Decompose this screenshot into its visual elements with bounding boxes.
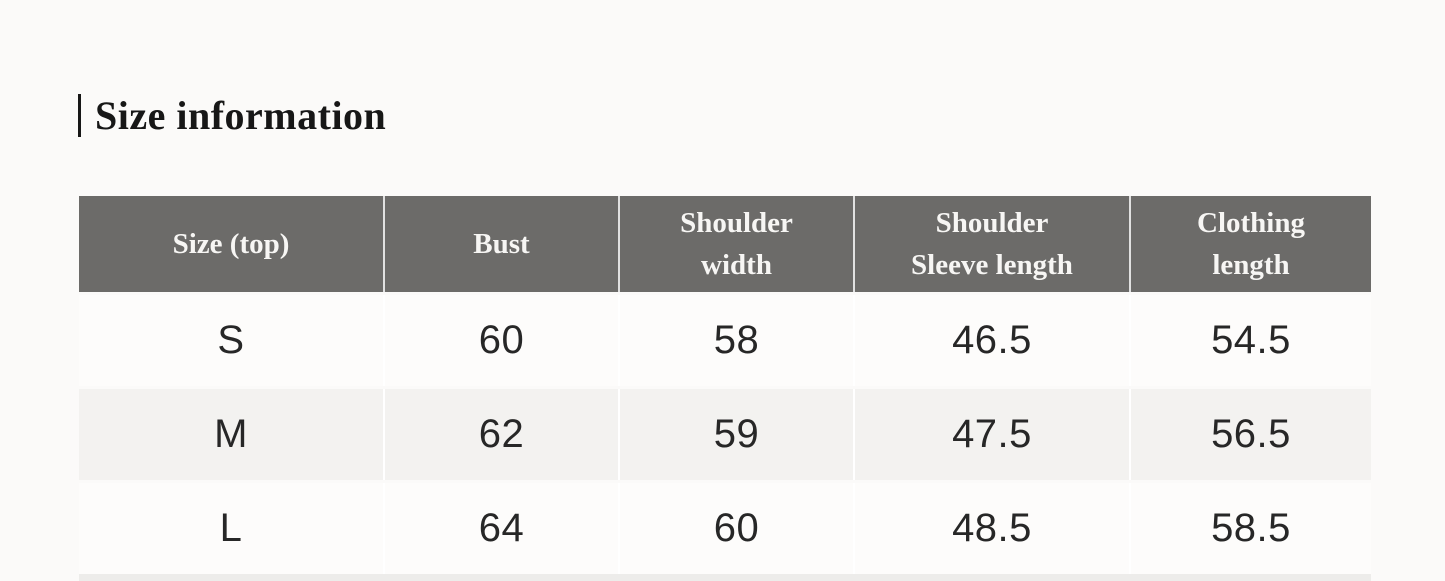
cell-shoulder-width: 59: [620, 389, 855, 480]
header-cell-clothing-length: Clothing length: [1131, 196, 1371, 292]
header-cell-shoulder-width: Shoulder width: [620, 196, 855, 292]
cell-size: S: [79, 295, 385, 386]
cell-clothing-length: 54.5: [1131, 295, 1371, 386]
cell-shoulder-width: 60: [620, 483, 855, 574]
heading-accent-bar: [78, 94, 81, 137]
cell-bust: 62: [385, 389, 620, 480]
cell-sleeve-length: 46.5: [855, 295, 1131, 386]
section-heading: Size information: [78, 94, 386, 137]
header-cell-sleeve-length: Shoulder Sleeve length: [855, 196, 1131, 292]
size-table: Size (top) Bust Shoulder width Shoulder …: [79, 196, 1371, 574]
header-cell-bust: Bust: [385, 196, 620, 292]
cell-size: L: [79, 483, 385, 574]
cell-sleeve-length: 48.5: [855, 483, 1131, 574]
section-title: Size information: [95, 92, 387, 138]
next-section-edge: [79, 574, 1371, 581]
header-cell-size: Size (top): [79, 196, 385, 292]
cell-sleeve-length: 47.5: [855, 389, 1131, 480]
cell-clothing-length: 58.5: [1131, 483, 1371, 574]
cell-shoulder-width: 58: [620, 295, 855, 386]
cell-size: M: [79, 389, 385, 480]
cell-bust: 64: [385, 483, 620, 574]
cell-bust: 60: [385, 295, 620, 386]
cell-clothing-length: 56.5: [1131, 389, 1371, 480]
